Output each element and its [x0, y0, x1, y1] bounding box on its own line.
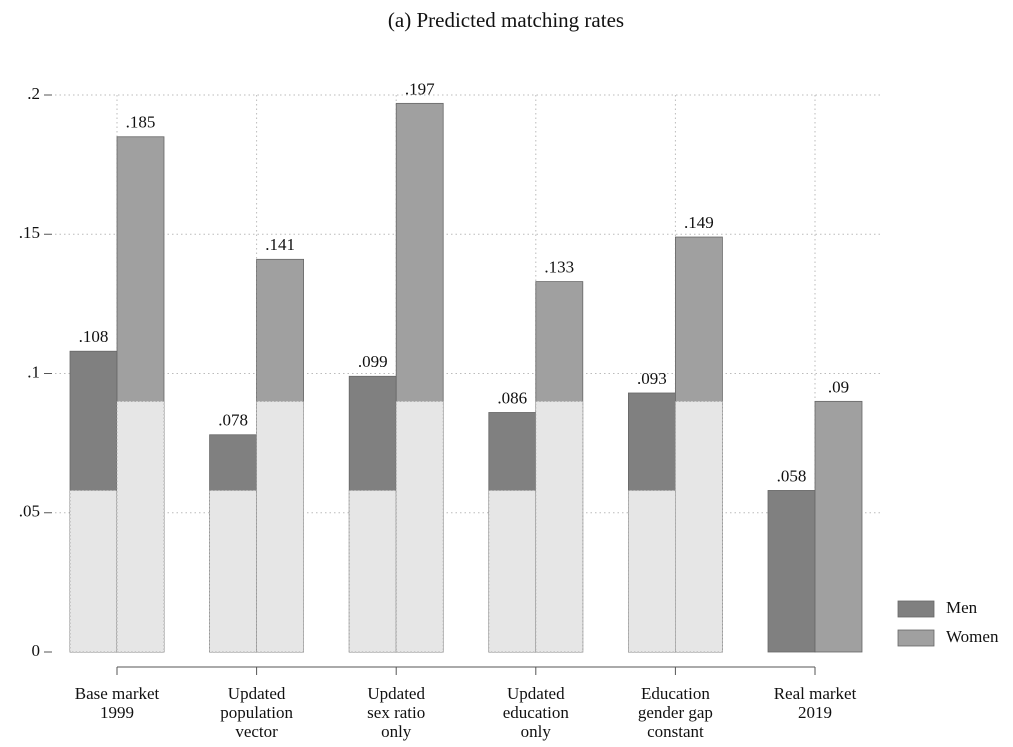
y-tick-label: .05 — [19, 502, 40, 521]
reference-bar — [628, 490, 676, 653]
chart-title: (a) Predicted matching rates — [388, 8, 624, 32]
x-tick-label: education — [503, 703, 570, 722]
x-tick-label: Base market — [75, 684, 160, 703]
value-label: .133 — [544, 258, 574, 277]
reference-bar — [675, 400, 723, 653]
x-tick-label: only — [521, 722, 552, 741]
x-tick-label: Education — [641, 684, 710, 703]
value-label: .108 — [79, 327, 109, 346]
reference-bar — [256, 400, 305, 653]
x-tick-label: 1999 — [100, 703, 134, 722]
reference-bar — [116, 400, 165, 653]
value-label: .149 — [684, 213, 714, 232]
x-tick-label: Updated — [367, 684, 425, 703]
value-label: .078 — [218, 411, 248, 430]
legend-swatch — [897, 629, 935, 647]
legend-swatch — [897, 600, 935, 618]
bar — [814, 400, 863, 653]
reference-bar — [69, 490, 118, 653]
value-label: .185 — [126, 113, 156, 132]
x-tick-label: Real market — [774, 684, 857, 703]
value-label: .058 — [777, 466, 807, 485]
x-tick-label: Updated — [507, 684, 565, 703]
value-label: .141 — [265, 235, 295, 254]
reference-bar — [209, 490, 258, 653]
bar — [767, 490, 816, 653]
y-tick-label: .15 — [19, 223, 40, 242]
x-tick-label: only — [381, 722, 412, 741]
y-tick-label: .1 — [27, 362, 40, 381]
value-label: .197 — [405, 79, 435, 98]
x-tick-label: constant — [647, 722, 704, 741]
y-tick-label: .2 — [27, 84, 40, 103]
reference-bar — [395, 400, 444, 653]
y-tick-label: 0 — [32, 641, 41, 660]
legend-label: Women — [946, 627, 999, 646]
value-label: .099 — [358, 352, 388, 371]
reference-bar — [535, 400, 584, 653]
value-label: .086 — [497, 388, 527, 407]
x-tick-label: population — [220, 703, 293, 722]
legend-label: Men — [946, 598, 978, 617]
value-label: .093 — [637, 369, 667, 388]
x-tick-label: Updated — [228, 684, 286, 703]
x-tick-label: 2019 — [798, 703, 832, 722]
reference-bar — [488, 490, 537, 653]
x-tick-label: sex ratio — [367, 703, 425, 722]
x-tick-label: vector — [235, 722, 278, 741]
reference-bar — [348, 490, 397, 653]
x-tick-label: gender gap — [638, 703, 713, 722]
value-label: .09 — [828, 377, 849, 396]
